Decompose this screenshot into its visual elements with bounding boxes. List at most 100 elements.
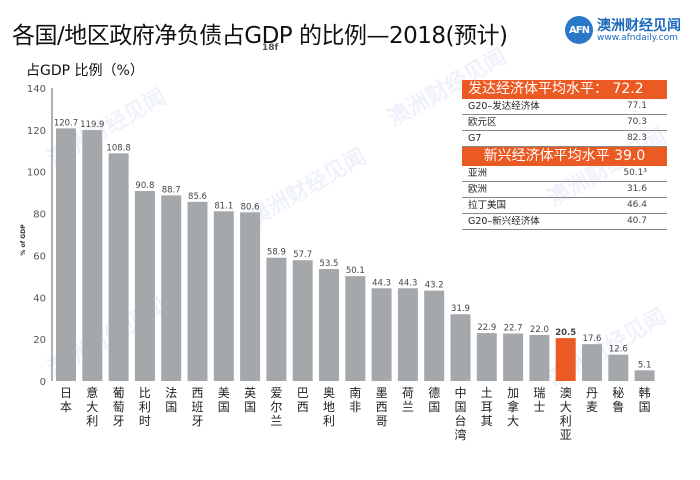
category-label: 法国 xyxy=(165,386,177,414)
bar xyxy=(319,269,339,381)
value-label: 44.3 xyxy=(372,278,391,288)
bar xyxy=(582,344,602,381)
panel-row: 亚洲 50.1³ xyxy=(462,166,667,182)
bars xyxy=(56,128,655,381)
developed-header: 发达经济体平均水平： 72.2 xyxy=(462,80,667,99)
bar xyxy=(56,128,76,381)
panel-row: G7 82.3 xyxy=(462,131,667,147)
value-label: 108.8 xyxy=(106,143,130,153)
panel-row-value: 82.3 xyxy=(626,133,647,143)
bar xyxy=(371,288,392,381)
panel-row-value: 50.1³ xyxy=(623,168,647,178)
value-label: 31.9 xyxy=(451,304,470,314)
category-label: 丹麦 xyxy=(586,386,598,414)
value-label: 120.7 xyxy=(54,118,78,128)
panel-row-label: 欧洲 xyxy=(468,184,488,195)
value-label: 20.5 xyxy=(555,328,576,338)
category-label: 瑞士 xyxy=(533,386,545,414)
y-tick-label: 60 xyxy=(33,251,46,262)
category-label: 德国 xyxy=(428,385,440,414)
category-label: 澳大利亚 xyxy=(560,386,572,442)
category-label: 奥地利 xyxy=(323,386,335,428)
bar xyxy=(529,334,550,381)
value-label: 17.6 xyxy=(583,334,602,344)
bar xyxy=(397,288,418,381)
value-label: 57.7 xyxy=(293,250,312,260)
value-label: 22.7 xyxy=(504,323,523,333)
panel-row: 欧洲 31.6 xyxy=(462,182,667,198)
category-label: 日本 xyxy=(60,386,72,414)
value-label: 85.6 xyxy=(188,192,207,202)
category-label: 葡萄牙 xyxy=(113,386,125,428)
category-label: 爱尔兰 xyxy=(270,386,282,428)
bar xyxy=(82,130,103,381)
panel-row: G20–新兴经济体 40.7 xyxy=(462,214,667,230)
panel-row-label: 欧元区 xyxy=(468,117,497,128)
afn-logo: AFN 澳洲财经见闻 www.afndaily.com xyxy=(565,15,695,45)
bar xyxy=(476,333,497,381)
value-label: 43.2 xyxy=(425,281,444,291)
value-label: 22.9 xyxy=(477,323,496,333)
category-label: 中国台湾 xyxy=(454,385,466,442)
panel-row: 拉丁美国 46.4 xyxy=(462,198,667,214)
stray-mark: 18f xyxy=(262,43,279,53)
panel-row-value: 46.4 xyxy=(626,200,647,210)
category-label: 土耳其 xyxy=(481,386,493,428)
logo-name: 澳洲财经见闻 xyxy=(597,18,681,34)
category-label: 韩国 xyxy=(639,385,651,414)
value-label: 53.5 xyxy=(320,259,339,269)
value-label: 81.1 xyxy=(214,201,233,211)
value-label: 90.8 xyxy=(135,181,154,191)
panel-row-value: 77.1 xyxy=(626,101,647,111)
category-label: 美国 xyxy=(218,386,230,414)
category-label: 巴西 xyxy=(297,386,309,414)
afn-logo-icon: AFN xyxy=(565,16,593,44)
y-tick-label: 140 xyxy=(27,84,46,95)
value-label: 22.0 xyxy=(530,325,549,335)
bar xyxy=(608,354,629,381)
category-label: 秘鲁 xyxy=(612,386,624,414)
panel-row-label: 亚洲 xyxy=(468,168,488,179)
category-label: 荷兰 xyxy=(402,386,414,414)
panel-row: G20–发达经济体 77.1 xyxy=(462,99,667,115)
bar xyxy=(345,276,366,381)
value-label: 12.6 xyxy=(609,345,628,355)
y-axis-title: % of GDP xyxy=(20,224,27,256)
bar xyxy=(266,257,287,381)
bar xyxy=(292,260,313,381)
category-label: 加拿大 xyxy=(507,386,519,428)
y-tick-label: 120 xyxy=(27,126,46,137)
bar xyxy=(634,370,655,381)
value-label: 50.1 xyxy=(346,266,365,276)
panel-row-label: 拉丁美国 xyxy=(468,200,507,211)
chart-title: 各国/地区政府净负债占GDP 的比例—2018(预计) xyxy=(12,23,508,49)
y-tick-label: 100 xyxy=(27,168,46,179)
value-label: 44.3 xyxy=(398,278,417,288)
bar xyxy=(134,190,155,381)
bar xyxy=(424,290,445,381)
panel-row-value: 40.7 xyxy=(626,216,647,226)
category-label: 英国 xyxy=(244,386,256,414)
category-label: 南非 xyxy=(349,385,361,414)
y-tick-label: 20 xyxy=(33,335,46,346)
panel-row-label: G20–发达经济体 xyxy=(468,101,540,112)
bar xyxy=(108,153,129,381)
value-label: 5.1 xyxy=(638,360,652,370)
category-label: 墨西哥 xyxy=(376,386,388,428)
panel-row-value: 70.3 xyxy=(626,117,647,127)
bar xyxy=(161,195,182,381)
panel-row: 欧元区 70.3 xyxy=(462,115,667,131)
y-tick-label: 40 xyxy=(33,293,46,304)
bar xyxy=(213,211,234,381)
emerging-header: 新兴经济体平均水平 39.0 xyxy=(462,147,667,166)
value-label: 88.7 xyxy=(162,185,181,195)
panel-row-label: G20–新兴经济体 xyxy=(468,216,540,227)
bar xyxy=(187,201,208,381)
y-tick-label: 80 xyxy=(33,210,46,221)
logo-url: www.afndaily.com xyxy=(597,33,678,43)
bar xyxy=(503,333,524,381)
category-label: 西班牙 xyxy=(191,386,203,428)
bar xyxy=(450,314,471,381)
